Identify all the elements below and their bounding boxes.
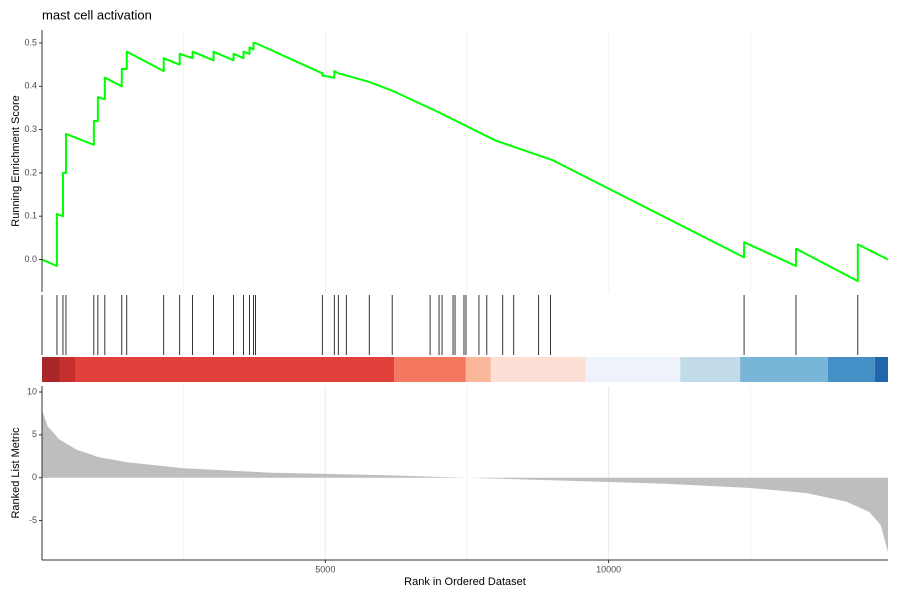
y-tick-label: 0.4 (24, 81, 37, 91)
y-tick-label: 0.1 (24, 211, 37, 221)
color-band (680, 357, 741, 382)
color-band (59, 357, 76, 382)
y-tick-label: 0 (32, 472, 37, 482)
y-tick-label: 0.5 (24, 37, 37, 47)
running-es-line (41, 41, 889, 283)
y-axis-label: Ranked List Metric (10, 427, 22, 519)
y-tick-label: 0.2 (24, 167, 37, 177)
color-band (827, 357, 875, 382)
y-axis-label: Running Enrichment Score (10, 95, 22, 226)
color-band (465, 357, 491, 382)
color-band (490, 357, 586, 382)
color-band (874, 357, 888, 382)
color-band (394, 357, 466, 382)
x-tick-label: 10000 (596, 564, 621, 574)
color-band (42, 357, 60, 382)
y-tick-label: 0.0 (24, 254, 37, 264)
y-tick-label: 10 (27, 386, 37, 396)
color-band (75, 357, 395, 382)
x-axis-label: Rank in Ordered Dataset (404, 576, 526, 588)
y-tick-label: -5 (29, 515, 37, 525)
y-tick-label: 5 (32, 429, 37, 439)
y-tick-label: 0.3 (24, 124, 37, 134)
ranked-metric-area (42, 410, 888, 553)
x-tick-label: 5000 (315, 564, 335, 574)
chart-title: mast cell activation (42, 7, 152, 22)
color-band (585, 357, 681, 382)
color-band (740, 357, 828, 382)
